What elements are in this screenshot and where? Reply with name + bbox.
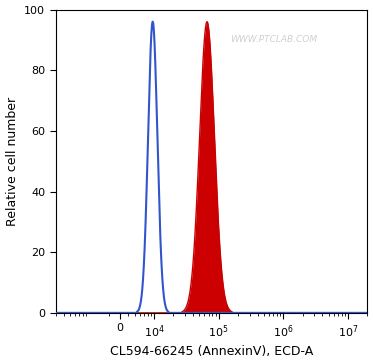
X-axis label: CL594-66245 (AnnexinV), ECD-A: CL594-66245 (AnnexinV), ECD-A — [110, 345, 313, 359]
Text: WWW.PTCLAB.COM: WWW.PTCLAB.COM — [230, 35, 317, 44]
Y-axis label: Relative cell number: Relative cell number — [6, 97, 19, 226]
